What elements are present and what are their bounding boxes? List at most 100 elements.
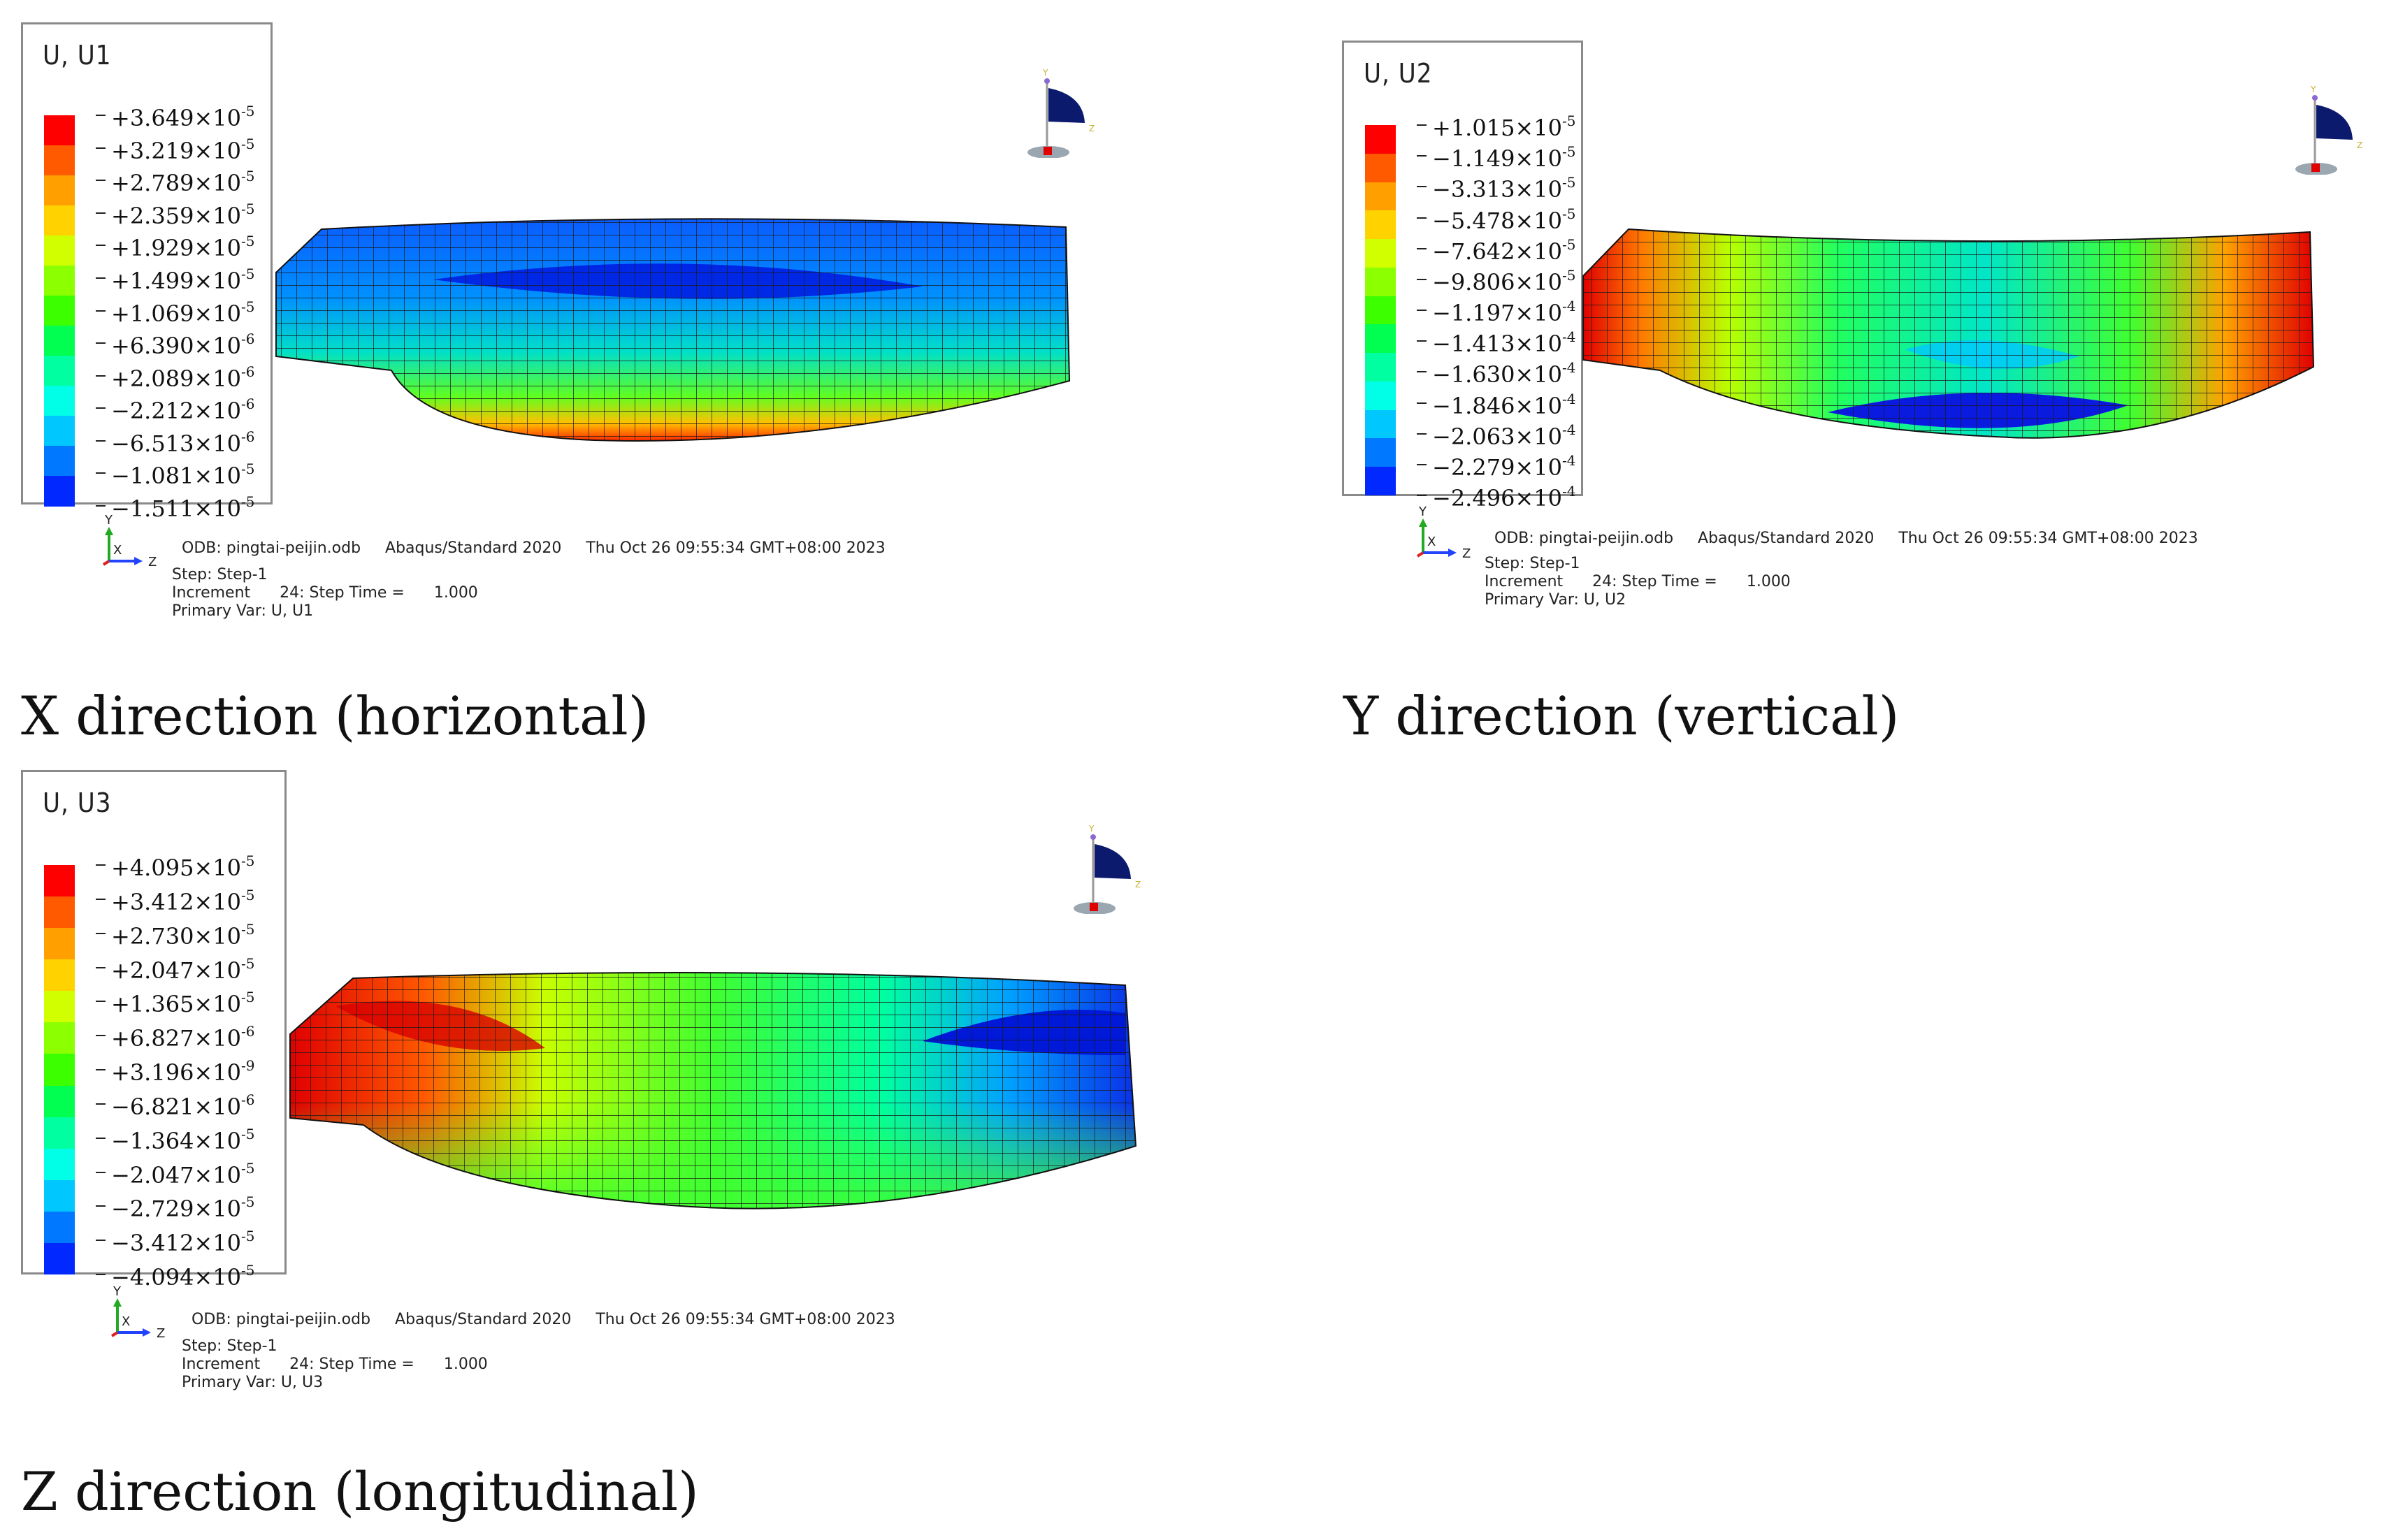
legend-exponent: -4 — [1561, 451, 1576, 469]
axis-label-x: X — [122, 1314, 130, 1329]
legend-value: +2.089×10-6 — [111, 363, 255, 392]
color-swatch — [44, 145, 75, 176]
legend-tick — [96, 1035, 106, 1037]
legend-exponent: -5 — [240, 298, 255, 315]
color-swatch — [44, 1148, 75, 1181]
legend-mantissa: +2.047 — [111, 957, 194, 984]
legend-mantissa: +3.196 — [111, 1059, 194, 1086]
increment: Increment 24: Step Time = 1.000 — [172, 584, 478, 602]
legend-value: −1.197×10-4 — [1432, 298, 1576, 326]
legend-tick — [1417, 433, 1427, 435]
color-swatch — [1365, 324, 1396, 354]
deformed-mesh-u1 — [275, 218, 1071, 442]
compass-y: Y — [1088, 824, 1095, 834]
color-scale: +1.015×10-5 −1.149×10-5 −3.313×10-5 −5.478×… — [1365, 114, 1575, 509]
legend-exponent: -5 — [1561, 235, 1576, 253]
legend-exponent: -5 — [240, 460, 255, 478]
color-swatch — [44, 326, 75, 356]
legend-exponent: -4 — [1561, 328, 1576, 346]
legend-mantissa: +6.390 — [111, 333, 194, 360]
legend-exponent: -5 — [240, 852, 255, 869]
legend-exponent: -9 — [240, 1057, 255, 1074]
solver: Abaqus/Standard 2020 — [1698, 530, 1875, 547]
legend-tick — [96, 1069, 106, 1070]
odb-info-u1: ODB: pingtai-peijin.odb Abaqus/Standard … — [172, 521, 886, 558]
legend-tick — [96, 1205, 106, 1207]
legend-mantissa: +1.015 — [1432, 115, 1515, 141]
legend-tick — [1417, 340, 1427, 342]
legend-tick — [96, 440, 106, 442]
legend-mantissa: −4.094 — [111, 1264, 194, 1291]
legend-title: U, U2 — [1364, 58, 1433, 89]
legend-exponent: -6 — [240, 428, 255, 445]
axis-label-x: X — [1427, 535, 1436, 549]
legend-exponent: -5 — [240, 265, 255, 282]
legend-exponent: -6 — [240, 330, 255, 348]
legend-value: −1.846×10-4 — [1432, 390, 1576, 419]
legend-exponent: -5 — [240, 135, 255, 152]
step: Step: Step-1 — [182, 1337, 277, 1355]
axis-triad: Y X Z — [98, 509, 157, 569]
legend-tick — [1417, 371, 1427, 373]
legend-tick — [96, 277, 106, 279]
legend-u1: U, U1 +3.649×10-5 +3.219×10-5 +2.789×10-5 +… — [21, 22, 273, 520]
legend-mantissa: −1.081 — [111, 463, 194, 490]
legend-exponent: -6 — [240, 363, 255, 380]
legend-tick — [96, 864, 106, 866]
legend-exponent: -5 — [240, 1193, 255, 1211]
deformed-mesh-u3 — [289, 972, 1137, 1210]
legend-mantissa: −1.364 — [111, 1127, 194, 1154]
color-swatch — [1365, 125, 1396, 154]
primary-var: Primary Var: U, U2 — [1485, 591, 1626, 609]
legend-value: −1.511×10-5 — [111, 493, 255, 522]
legend-mantissa: +2.089 — [111, 365, 194, 392]
compass-z: Z — [1135, 880, 1141, 889]
color-swatch — [1365, 182, 1396, 211]
legend-mantissa: −2.279 — [1432, 453, 1515, 481]
legend-tick — [96, 966, 106, 968]
legend-value: +1.499×10-5 — [111, 265, 255, 294]
legend-mantissa: −2.047 — [111, 1161, 194, 1189]
legend-tick — [96, 375, 106, 377]
odb-file: ODB: pingtai-peijin.odb — [182, 539, 361, 557]
axis-triad: Y X Z — [1412, 500, 1471, 561]
legend-tick — [96, 407, 106, 409]
axis-label-x: X — [113, 543, 122, 558]
deformed-mesh-u2 — [1582, 228, 2315, 439]
legend-mantissa: +6.827 — [111, 1025, 194, 1052]
legend-tick — [96, 898, 106, 900]
legend-tick — [96, 1137, 106, 1139]
legend-mantissa: +2.359 — [111, 202, 194, 229]
primary-var: Primary Var: U, U3 — [182, 1374, 324, 1391]
legend-value: −2.496×10-4 — [1432, 483, 1576, 511]
legend-exponent: -5 — [240, 168, 255, 185]
legend-value: −1.364×10-5 — [111, 1125, 255, 1154]
legend-exponent: -5 — [240, 1228, 255, 1245]
legend-value: −4.094×10-5 — [111, 1262, 255, 1291]
legend-mantissa: −6.821 — [111, 1093, 194, 1120]
color-swatch — [44, 865, 75, 897]
legend-exponent: -4 — [1561, 483, 1576, 500]
legend-mantissa: −1.413 — [1432, 330, 1515, 358]
legend-mantissa: −2.212 — [111, 398, 194, 425]
legend-exponent: -4 — [1561, 359, 1576, 377]
legend-exponent: -6 — [240, 1023, 255, 1040]
axis-label-y: Y — [1418, 504, 1427, 519]
legend-value: −2.279×10-4 — [1432, 451, 1576, 481]
legend-value: −2.729×10-5 — [111, 1193, 255, 1223]
legend-value: −1.081×10-5 — [111, 460, 255, 490]
legend-mantissa: −1.197 — [1432, 300, 1515, 326]
legend-mantissa: −7.642 — [1432, 238, 1515, 265]
legend-tick — [96, 1274, 106, 1275]
color-swatch — [1365, 296, 1396, 325]
primary-var: Primary Var: U, U1 — [172, 602, 314, 620]
legend-title: U, U1 — [43, 40, 112, 71]
legend-tick — [1417, 402, 1427, 404]
legend-tick — [96, 180, 106, 182]
legend-exponent: -5 — [240, 200, 255, 217]
color-swatch — [44, 296, 75, 326]
color-swatch — [44, 1179, 75, 1212]
color-swatch — [1365, 267, 1396, 297]
color-swatch — [1365, 381, 1396, 411]
color-swatch — [44, 416, 75, 446]
